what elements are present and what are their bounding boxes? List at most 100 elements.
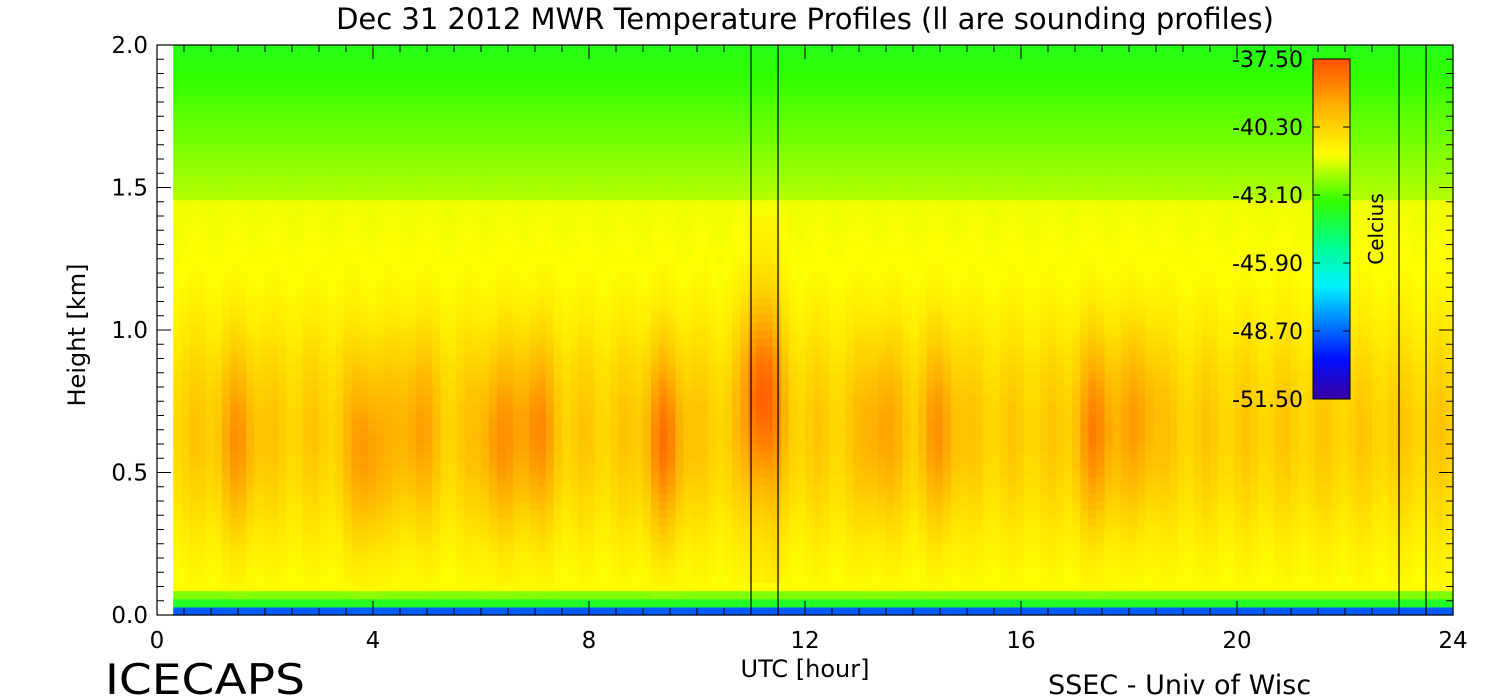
heatmap-cell	[675, 232, 685, 242]
heatmap-cell	[699, 142, 709, 152]
heatmap-cell	[529, 549, 539, 559]
heatmap-cell	[254, 444, 263, 453]
heatmap-cell	[570, 232, 579, 242]
heatmap-cell	[221, 77, 231, 87]
heatmap-cell	[586, 93, 595, 103]
heatmap-cell	[537, 240, 547, 250]
heatmap-cell	[732, 150, 741, 160]
heatmap-cell	[246, 346, 255, 356]
heatmap-cell	[270, 224, 280, 233]
heatmap-cell	[229, 61, 239, 71]
heatmap-cell	[675, 501, 685, 510]
heatmap-cell	[262, 354, 271, 364]
heatmap-cell	[294, 273, 304, 282]
heatmap-cell	[343, 492, 352, 502]
heatmap-cell	[707, 224, 717, 233]
heatmap-cell	[416, 362, 425, 372]
heatmap-cell	[537, 118, 547, 128]
heatmap-cell	[651, 150, 660, 160]
heatmap-cell	[448, 460, 458, 470]
heatmap-cell	[400, 517, 409, 527]
heatmap-cell	[489, 411, 498, 421]
heatmap-cell	[213, 305, 223, 315]
heatmap-cell	[319, 338, 328, 347]
heatmap-cell	[383, 330, 393, 339]
heatmap-cell	[578, 517, 587, 527]
heatmap-cell	[691, 598, 701, 608]
heatmap-cell	[375, 484, 385, 494]
heatmap-cell	[424, 509, 433, 518]
heatmap-cell	[602, 476, 612, 486]
heatmap-cell	[319, 256, 328, 266]
heatmap-cell	[724, 313, 733, 323]
heatmap-cell	[529, 183, 539, 193]
heatmap-cell	[545, 191, 555, 201]
heatmap-cell	[278, 509, 288, 518]
heatmap-cell	[732, 501, 741, 510]
heatmap-cell	[513, 484, 523, 494]
heatmap-cell	[537, 517, 547, 527]
heatmap-cell	[416, 281, 425, 290]
heatmap-cell	[391, 484, 401, 494]
heatmap-cell	[740, 313, 749, 323]
heatmap-cell	[497, 207, 506, 217]
heatmap-cell	[562, 273, 571, 282]
heatmap-cell	[286, 452, 296, 461]
heatmap-cell	[302, 606, 312, 616]
heatmap-cell	[537, 590, 547, 600]
heatmap-cell	[286, 53, 296, 62]
heatmap-cell	[327, 338, 336, 347]
heatmap-cell	[440, 142, 450, 152]
heatmap-cell	[707, 232, 717, 242]
heatmap-cell	[181, 321, 190, 331]
heatmap-cell	[481, 419, 490, 429]
heatmap-cell	[278, 460, 288, 470]
heatmap-cell	[238, 142, 247, 152]
heatmap-cell	[383, 378, 393, 388]
heatmap-cell	[408, 191, 417, 201]
heatmap-cell	[481, 354, 490, 364]
heatmap-cell	[570, 435, 579, 445]
heatmap-cell	[302, 541, 312, 551]
heatmap-cell	[424, 289, 433, 299]
heatmap-cell	[707, 419, 717, 429]
heatmap-cell	[343, 582, 352, 592]
heatmap-cell	[513, 248, 523, 258]
heatmap-cell	[400, 191, 409, 201]
heatmap-cell	[383, 468, 393, 478]
heatmap-cell	[521, 501, 531, 510]
heatmap-cell	[659, 509, 668, 518]
heatmap-cell	[213, 167, 223, 176]
heatmap-cell	[351, 305, 361, 315]
heatmap-cell	[691, 362, 701, 372]
heatmap-cell	[578, 476, 587, 486]
heatmap-cell	[643, 346, 652, 356]
heatmap-cell	[213, 53, 223, 62]
heatmap-cell	[626, 476, 636, 486]
heatmap-cell	[578, 549, 587, 559]
heatmap-cell	[570, 468, 579, 478]
heatmap-cell	[238, 403, 247, 413]
heatmap-cell	[278, 346, 288, 356]
heatmap-cell	[715, 248, 725, 258]
heatmap-cell	[464, 85, 474, 95]
heatmap-cell	[643, 354, 652, 364]
heatmap-cell	[440, 305, 450, 315]
heatmap-cell	[707, 427, 717, 437]
heatmap-cell	[659, 118, 668, 128]
heatmap-cell	[707, 85, 717, 95]
heatmap-cell	[375, 403, 385, 413]
heatmap-cell	[221, 582, 231, 592]
heatmap-cell	[724, 289, 733, 299]
heatmap-cell	[278, 313, 288, 323]
heatmap-cell	[578, 501, 587, 510]
heatmap-cell	[643, 150, 652, 160]
heatmap-cell	[448, 354, 458, 364]
heatmap-cell	[570, 126, 579, 136]
heatmap-cell	[537, 281, 547, 290]
heatmap-cell	[424, 492, 433, 502]
heatmap-cell	[489, 134, 498, 144]
heatmap-cell	[351, 338, 361, 347]
heatmap-cell	[351, 476, 361, 486]
heatmap-cell	[570, 517, 579, 527]
